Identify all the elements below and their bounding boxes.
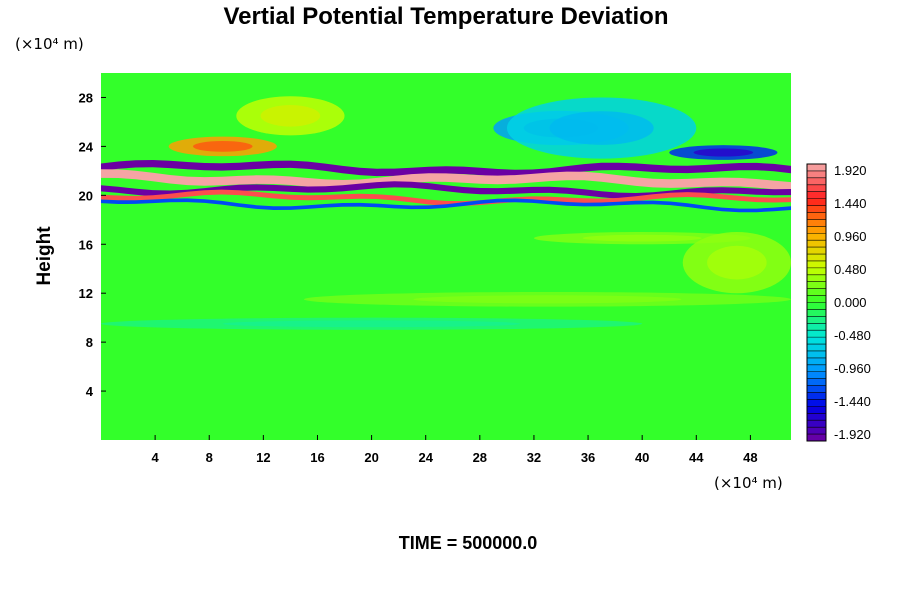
colorbar-label: -1.440 xyxy=(834,394,871,409)
colorbar-segment xyxy=(807,170,826,179)
colorbar-label: 0.000 xyxy=(834,295,867,310)
y-tick-label: 20 xyxy=(79,188,93,203)
y-axis-label: Height xyxy=(34,226,55,286)
x-tick-label: 12 xyxy=(256,450,270,465)
colorbar-segment xyxy=(807,240,826,248)
colorbar-segment xyxy=(807,247,826,255)
colorbar-segment xyxy=(807,378,826,387)
y-tick-label: 4 xyxy=(86,384,94,399)
colorbar-label: -0.480 xyxy=(834,328,871,343)
x-tick-label: 28 xyxy=(473,450,487,465)
y-tick-label: 28 xyxy=(79,90,93,105)
colorbar-segment xyxy=(807,288,826,297)
x-ticks: 4 8 12 16 20 24 28 32 36 40 44 48 xyxy=(152,435,758,465)
y-tick-label: 12 xyxy=(79,286,93,301)
field-feature-core xyxy=(413,295,682,304)
field-feature-core xyxy=(222,320,521,328)
field-feature-core xyxy=(707,245,767,280)
colorbar-segment xyxy=(807,226,826,234)
x-axis-unit: (×10⁴ m) xyxy=(714,474,783,492)
colorbar-label: -1.920 xyxy=(834,427,871,442)
x-tick-label: 24 xyxy=(418,450,433,465)
field-band xyxy=(101,160,791,178)
colorbar-frame xyxy=(806,163,827,442)
colorbar-segment xyxy=(807,254,826,262)
colorbar-segment xyxy=(807,392,826,400)
y-tick-label: 16 xyxy=(79,237,93,252)
colorbar-segment xyxy=(807,420,826,428)
colorbar-segment xyxy=(807,267,826,276)
colorbar-segment xyxy=(807,233,826,241)
x-tick-label: 4 xyxy=(152,450,160,465)
field-feature-core xyxy=(193,141,253,152)
x-tick-label: 44 xyxy=(689,450,704,465)
y-tick-label: 24 xyxy=(79,139,94,154)
colorbar-segment xyxy=(807,281,826,290)
colorbar-segment xyxy=(807,406,826,414)
colorbar-segment xyxy=(807,344,826,352)
colorbar-segment xyxy=(807,295,826,303)
colorbar-segment xyxy=(807,184,826,193)
colorbar-segment xyxy=(807,302,826,310)
colorbar-label: 1.920 xyxy=(834,163,867,178)
colorbar-segment xyxy=(807,309,826,317)
colorbar xyxy=(806,163,827,442)
colorbar-segment xyxy=(807,198,826,207)
x-tick-label: 20 xyxy=(364,450,378,465)
x-tick-label: 48 xyxy=(743,450,757,465)
time-label: TIME = 500000.0 xyxy=(399,533,538,553)
colorbar-labels: 1.920 1.440 0.960 0.480 0.000 -0.480 -0.960 -1.… xyxy=(834,163,871,442)
x-tick-label: 16 xyxy=(310,450,324,465)
y-tick-label: 8 xyxy=(86,335,93,350)
colorbar-segment xyxy=(807,205,826,213)
x-tick-label: 8 xyxy=(206,450,213,465)
colorbar-segment xyxy=(807,164,826,172)
x-tick-label: 36 xyxy=(581,450,595,465)
colorbar-segment xyxy=(807,330,826,338)
colorbar-segment xyxy=(807,434,826,442)
colorbar-segment xyxy=(807,212,826,220)
colorbar-segment xyxy=(807,177,826,186)
field-feature-core xyxy=(582,234,702,242)
colorbar-segment xyxy=(807,385,826,394)
colorbar-label: -0.960 xyxy=(834,361,871,376)
colorbar-label: 0.960 xyxy=(834,229,867,244)
colorbar-segment xyxy=(807,260,826,269)
x-tick-label: 40 xyxy=(635,450,649,465)
colorbar-segment xyxy=(807,357,826,366)
colorbar-segment xyxy=(807,219,826,227)
colorbar-segment xyxy=(807,274,826,283)
field-feature-core xyxy=(549,111,654,145)
y-ticks: 4 8 12 16 20 24 28 xyxy=(79,90,106,399)
colorbar-segment xyxy=(807,399,826,407)
colorbar-segment xyxy=(807,371,826,380)
field-band xyxy=(101,169,791,191)
colorbar-segment xyxy=(807,413,826,421)
heatmap-field xyxy=(101,73,791,440)
chart-title: Vertial Potential Temperature Deviation xyxy=(223,3,668,30)
colorbar-segment xyxy=(807,191,826,200)
x-tick-label: 32 xyxy=(527,450,541,465)
colorbar-label: 1.440 xyxy=(834,196,867,211)
colorbar-segment xyxy=(807,316,826,324)
colorbar-segment xyxy=(807,323,826,331)
field-band xyxy=(101,181,791,200)
colorbar-segment xyxy=(807,364,826,373)
colorbar-segment xyxy=(807,427,826,435)
field-band xyxy=(101,198,791,213)
y-axis-unit: (×10⁴ m) xyxy=(15,35,84,53)
field-feature-core xyxy=(260,105,321,127)
colorbar-segment xyxy=(807,350,826,359)
colorbar-segment xyxy=(807,337,826,345)
field-feature-core xyxy=(693,148,754,157)
colorbar-label: 0.480 xyxy=(834,262,867,277)
